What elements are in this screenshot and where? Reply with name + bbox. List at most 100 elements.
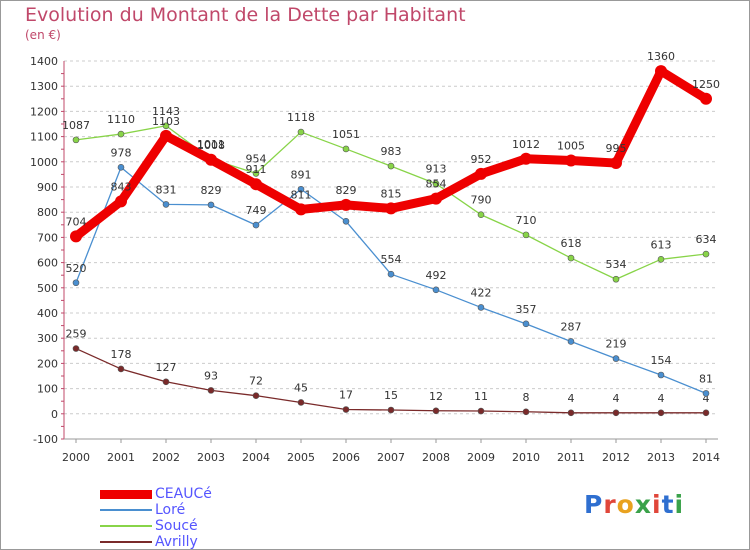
data-point [612, 275, 620, 283]
y-tick-label: 1100 [30, 131, 58, 144]
data-label: 952 [471, 153, 492, 166]
y-tick-label: 300 [37, 332, 58, 345]
x-tick-label: 2009 [467, 451, 495, 464]
data-point [252, 221, 260, 229]
y-tick-label: 400 [37, 307, 58, 320]
x-tick-label: 2000 [62, 451, 90, 464]
data-label: 4 [658, 392, 665, 405]
data-label: 618 [561, 237, 582, 250]
legend-label: Soucé [155, 518, 198, 534]
data-point [522, 231, 530, 239]
data-point [295, 203, 307, 216]
y-tick-label: 1000 [30, 156, 58, 169]
brand-letter: i [652, 490, 662, 519]
data-point [430, 192, 442, 205]
data-label: 93 [204, 369, 218, 382]
data-label: 634 [696, 233, 717, 246]
data-point [387, 270, 395, 278]
data-point [432, 180, 440, 188]
data-label: 12 [429, 390, 443, 403]
data-label: 891 [291, 168, 312, 181]
data-label: 1250 [692, 78, 720, 91]
data-label: 520 [66, 262, 87, 275]
data-label: 554 [381, 253, 402, 266]
data-label: 710 [516, 214, 537, 227]
y-tick-label: 1300 [30, 80, 58, 93]
data-point [567, 254, 575, 262]
data-label: 127 [156, 361, 177, 374]
data-label: 911 [246, 163, 267, 176]
data-point [342, 406, 350, 413]
data-point [385, 202, 397, 215]
data-point [612, 409, 620, 417]
data-point [567, 409, 575, 417]
data-label: 287 [561, 320, 582, 333]
brand-letter: t [661, 490, 675, 519]
data-label: 704 [66, 215, 87, 228]
x-tick-label: 2006 [332, 451, 360, 464]
y-tick-label: 0 [51, 408, 58, 421]
data-label: 843 [111, 180, 132, 193]
data-label: 749 [246, 204, 267, 217]
data-point [205, 153, 217, 166]
data-point [160, 129, 172, 142]
data-point [475, 167, 487, 180]
data-point [252, 170, 260, 177]
data-point [297, 185, 305, 193]
data-label: 492 [426, 269, 447, 282]
data-point [700, 92, 712, 105]
legend-item: CEAUCé [100, 486, 300, 502]
data-point [387, 162, 395, 170]
data-label: 983 [381, 145, 402, 158]
data-point [612, 355, 620, 362]
data-point [340, 198, 352, 211]
data-label: 829 [201, 184, 222, 197]
legend-label: Avrilly [155, 534, 198, 550]
brand-letter: i [674, 490, 685, 519]
data-label: 831 [156, 183, 177, 196]
x-tick-label: 2003 [197, 451, 225, 464]
data-label: 1110 [107, 113, 135, 126]
y-tick-label: 1200 [30, 105, 58, 118]
data-label: 790 [471, 194, 492, 207]
data-label: 1360 [647, 50, 675, 63]
data-label: 613 [651, 238, 672, 251]
data-label: 219 [606, 338, 627, 351]
data-label: 17 [339, 389, 353, 402]
data-point [567, 338, 575, 345]
legend-item: Soucé [100, 518, 300, 534]
data-label: 81 [699, 372, 713, 385]
data-point [297, 128, 305, 136]
data-label: 995 [606, 142, 627, 155]
brand-logo: Proxiti [584, 490, 684, 519]
data-label: 534 [606, 258, 627, 271]
data-label: 72 [249, 375, 263, 388]
data-point [207, 387, 215, 394]
brand-letter: x [634, 490, 652, 519]
data-point [72, 136, 80, 144]
data-label: 154 [651, 354, 672, 367]
brand-letter: P [584, 490, 604, 519]
x-tick-label: 2011 [557, 451, 585, 464]
data-point [565, 154, 577, 167]
data-point [70, 230, 82, 243]
data-point [72, 279, 80, 287]
data-point [387, 406, 395, 414]
data-point [477, 304, 485, 311]
data-point [162, 378, 170, 386]
data-label: 829 [336, 184, 357, 197]
x-tick-label: 2002 [152, 451, 180, 464]
legend-swatch [100, 490, 152, 499]
data-point [702, 390, 710, 397]
data-point [342, 217, 350, 225]
y-tick-label: 200 [37, 357, 58, 370]
x-tick-label: 2012 [602, 451, 630, 464]
series-line [75, 347, 707, 414]
x-tick-label: 2001 [107, 451, 135, 464]
legend-swatch [100, 525, 152, 527]
data-label: 1051 [332, 128, 360, 141]
legend-item: Avrilly [100, 534, 300, 550]
x-tick-label: 2013 [647, 451, 675, 464]
legend-label: Loré [155, 502, 186, 518]
